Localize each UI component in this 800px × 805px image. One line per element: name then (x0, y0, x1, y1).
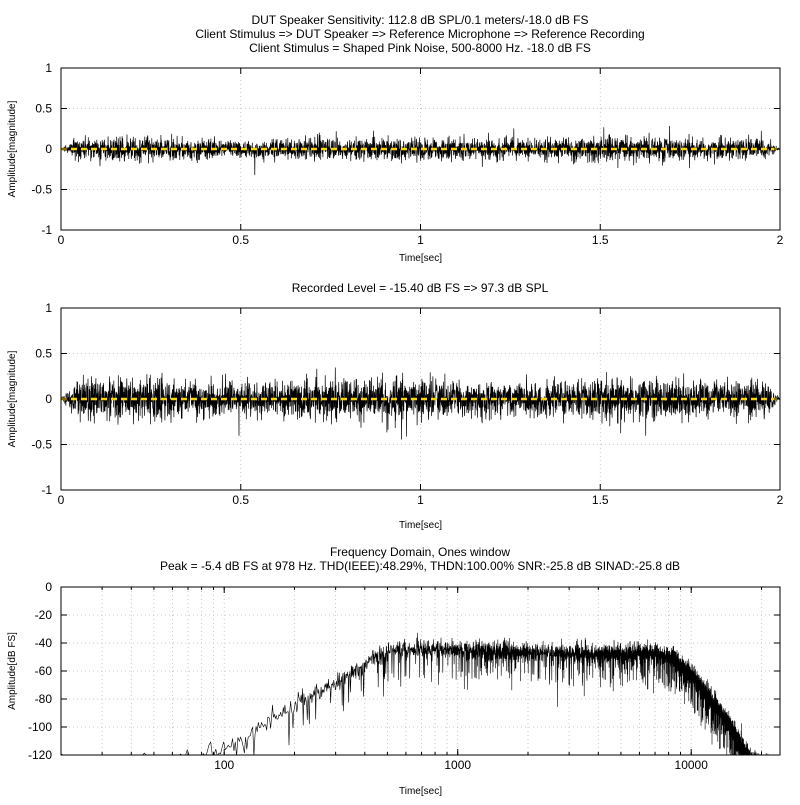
chart-title-line: Client Stimulus = Shaped Pink Noise, 500… (249, 41, 591, 55)
x-tick-label: 10000 (675, 758, 709, 772)
y-tick-label: -1 (41, 483, 52, 497)
chart-title-line: Client Stimulus => DUT Speaker => Refere… (195, 27, 644, 41)
y-tick-label: -80 (35, 692, 53, 706)
x-tick-label: 0.5 (232, 493, 249, 507)
y-tick-label: 0 (45, 580, 52, 594)
x-tick-label: 0.5 (232, 233, 249, 247)
chart-title-line: Peak = -5.4 dB FS at 978 Hz. THD(IEEE):4… (160, 559, 680, 573)
chart-title-line: Frequency Domain, Ones window (330, 545, 510, 559)
x-tick-label: 1 (417, 493, 424, 507)
x-tick-label: 2 (777, 493, 784, 507)
y-tick-label: -0.5 (31, 438, 52, 452)
plot-2: Recorded Level = -15.40 dB FS => 97.3 dB… (7, 281, 784, 531)
x-tick-label: 1 (417, 233, 424, 247)
x-tick-label: 0 (58, 493, 65, 507)
y-axis-label: Amplitude[dB FS] (7, 632, 18, 710)
waveform-trace (61, 125, 780, 176)
x-tick-label: 1.5 (592, 493, 609, 507)
y-tick-label: -100 (28, 720, 52, 734)
y-tick-label: 0.5 (35, 347, 52, 361)
y-tick-label: 0.5 (35, 102, 52, 116)
y-tick-label: 1 (45, 301, 52, 315)
chart-title-line: Recorded Level = -15.40 dB FS => 97.3 dB… (292, 281, 549, 295)
y-tick-label: -40 (35, 636, 53, 650)
y-tick-label: -20 (35, 608, 53, 622)
x-tick-label: 1.5 (592, 233, 609, 247)
x-axis-label: Time[sec] (399, 253, 442, 264)
y-tick-label: -60 (35, 664, 53, 678)
spectrum-trace (61, 632, 775, 755)
x-tick-label: 0 (58, 233, 65, 247)
y-axis-label: Amplitude[magnitude] (7, 350, 18, 447)
y-tick-label: 0 (45, 142, 52, 156)
y-axis-label: Amplitude[magnitude] (7, 100, 18, 197)
y-tick-label: -120 (28, 748, 52, 762)
y-tick-label: 0 (45, 392, 52, 406)
x-tick-label: 100 (214, 758, 234, 772)
x-axis-label: Time[sec] (399, 520, 442, 531)
plot-1: DUT Speaker Sensitivity: 112.8 dB SPL/0.… (7, 13, 784, 264)
waveform-trace (61, 367, 780, 440)
x-tick-label: 2 (777, 233, 784, 247)
y-tick-label: 1 (45, 61, 52, 75)
chart-title-line: DUT Speaker Sensitivity: 112.8 dB SPL/0.… (251, 13, 588, 27)
x-tick-label: 1000 (444, 758, 471, 772)
y-tick-label: -0.5 (31, 183, 52, 197)
x-axis-label: Time[sec] (399, 786, 442, 797)
y-tick-label: -1 (41, 223, 52, 237)
